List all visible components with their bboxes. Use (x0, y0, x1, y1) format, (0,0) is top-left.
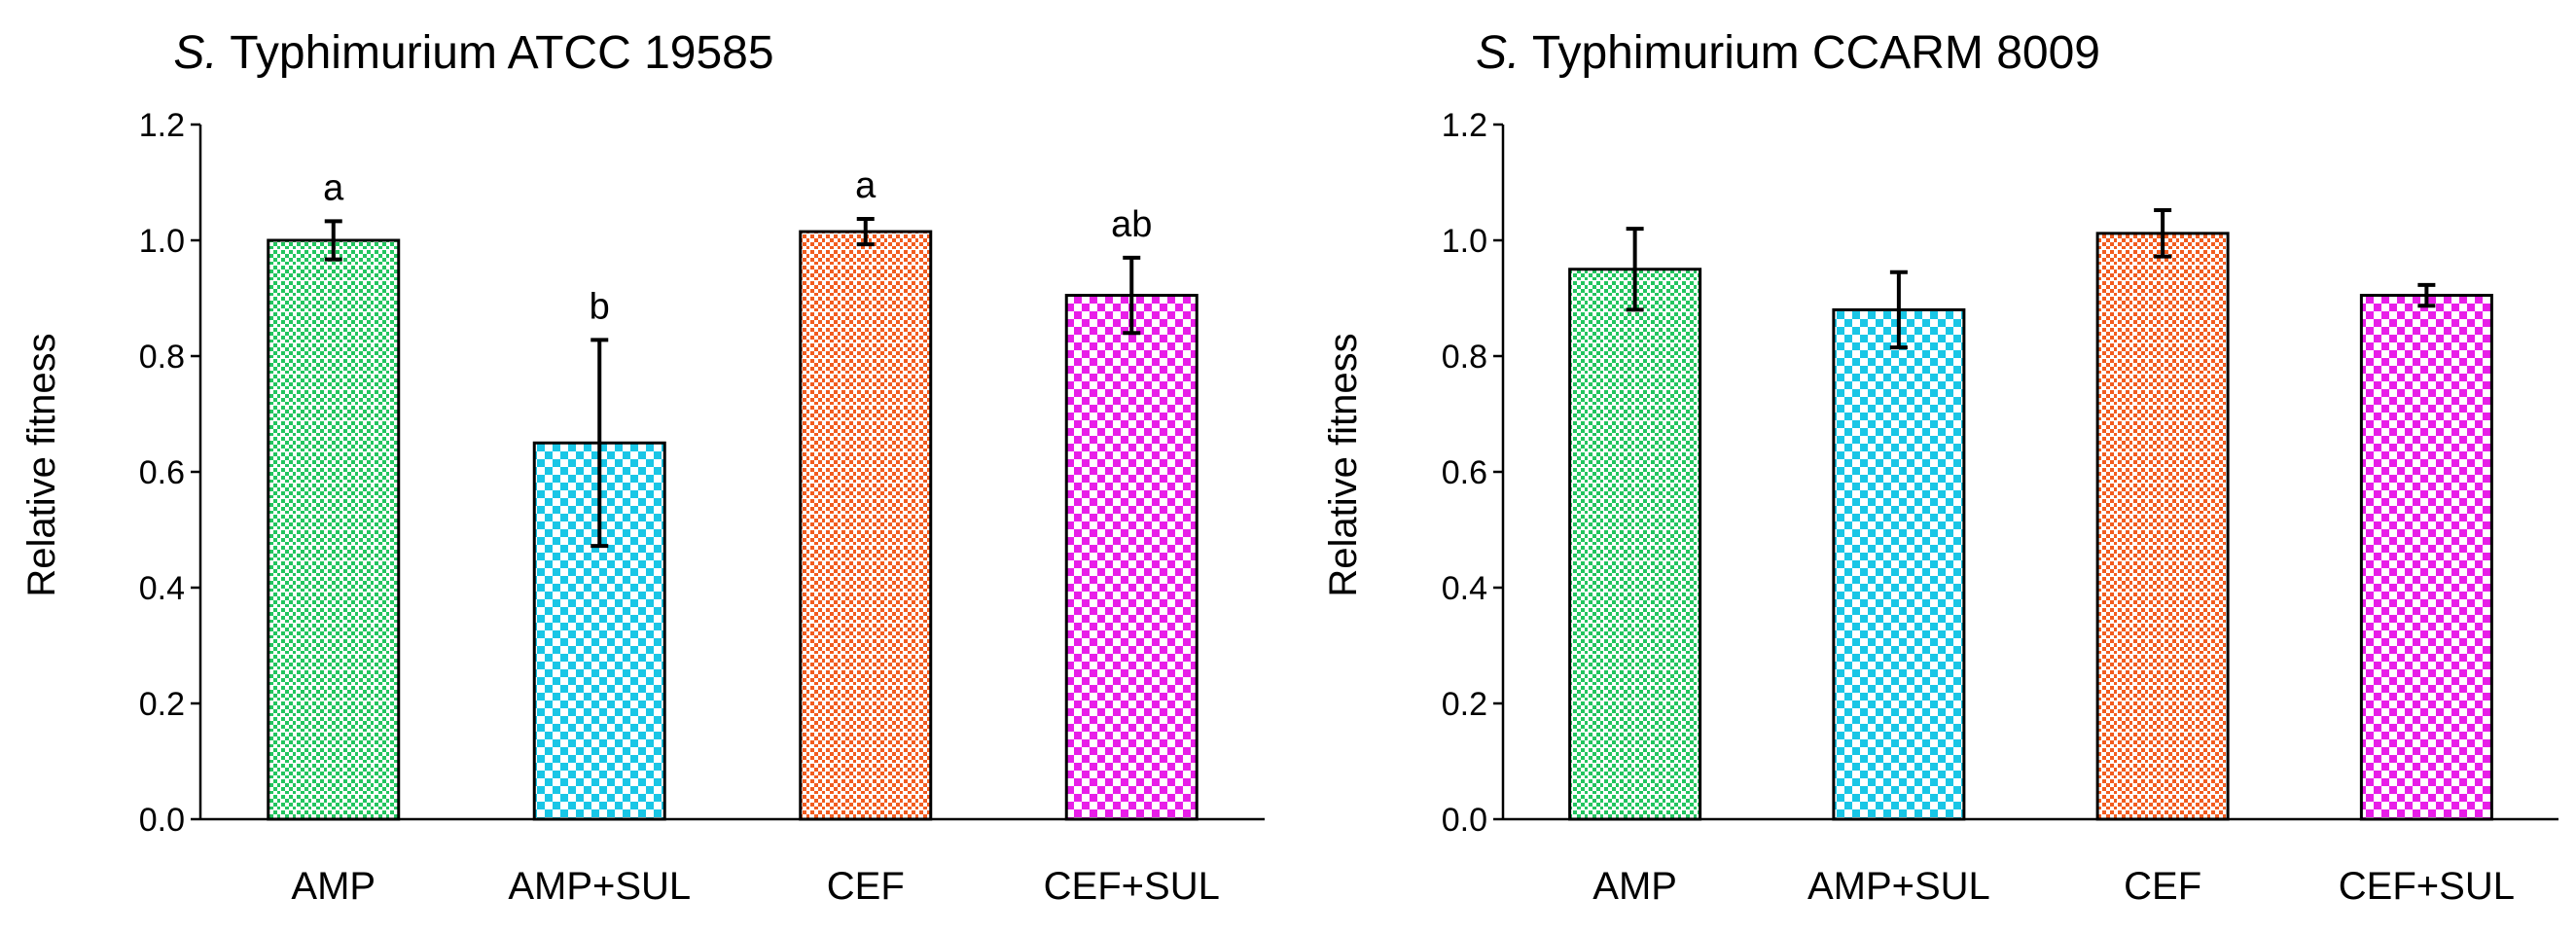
x-tick-label: CEF (827, 865, 905, 908)
bar-amp (1568, 268, 1702, 821)
error-bar (324, 219, 342, 262)
bar-cef-plus-sul (2359, 294, 2493, 821)
significance-label: ab (1111, 204, 1152, 245)
error-bar (590, 338, 609, 549)
bar-amp-plus-sul (1832, 307, 1966, 821)
x-tick-label: AMP (1592, 865, 1677, 908)
x-tick-label: CEF+SUL (2339, 865, 2515, 908)
chart-title-rest: Typhimurium CCARM 8009 (1520, 27, 2100, 79)
y-tick-label: 0.8 (1442, 339, 1487, 376)
chart-panel-atcc-19585: S. Typhimurium ATCC 19585 Relative fitne… (20, 27, 1265, 908)
y-axis-label: Relative fitness (20, 333, 63, 596)
error-bar (2417, 282, 2436, 308)
chart-title: S. Typhimurium ATCC 19585 (173, 27, 773, 79)
significance-label: b (590, 286, 610, 327)
error-bar (1123, 255, 1141, 336)
chart-panel-ccarm-8009: S. Typhimurium CCARM 8009 Relative fitne… (1322, 27, 2558, 908)
x-tick-label: AMP (291, 865, 376, 908)
y-tick-label: 0.2 (139, 686, 185, 723)
bar-cef (799, 230, 933, 821)
error-bar (856, 216, 875, 247)
chart-title: S. Typhimurium CCARM 8009 (1476, 27, 2100, 79)
y-tick-label: 1.0 (1442, 223, 1487, 260)
y-tick-label: 0.4 (1442, 570, 1487, 607)
y-tick-label: 1.0 (139, 223, 185, 260)
y-tick-label: 0.2 (1442, 686, 1487, 723)
x-tick-label: CEF (2124, 865, 2201, 908)
y-tick-label: 1.2 (139, 107, 185, 144)
bar-cef (2095, 232, 2230, 821)
y-axis-label: Relative fitness (1322, 333, 1365, 596)
significance-label: a (855, 165, 877, 206)
y-tick-label: 0.4 (139, 570, 185, 607)
bar-cef-plus-sul (1064, 294, 1199, 821)
plot-area: 0.0 0.2 0.4 0.6 0.8 1.0 1.2 AMP AMP+SUL CEF CEF+SU… (1442, 107, 2558, 908)
y-tick-label: 0.6 (1442, 454, 1487, 491)
y-tick-label: 0.6 (139, 454, 185, 491)
y-tick-label: 0.8 (139, 339, 185, 376)
error-bar (2154, 208, 2172, 259)
chart-title-italic: S. (173, 27, 217, 79)
plot-area: 0.0 0.2 0.4 0.6 0.8 1.0 1.2 a AMP b AMP+SUL a CEF ab C… (139, 107, 1265, 908)
y-tick-label: 0.0 (139, 802, 185, 839)
x-tick-label: CEF+SUL (1044, 865, 1220, 908)
error-bar (1626, 227, 1644, 312)
bar-amp (267, 238, 401, 821)
error-bar (1889, 269, 1908, 350)
y-tick-label: 0.0 (1442, 802, 1487, 839)
significance-label: a (323, 167, 344, 208)
chart-title-italic: S. (1476, 27, 1520, 79)
y-tick-label: 1.2 (1442, 107, 1487, 144)
x-tick-label: AMP+SUL (1807, 865, 1990, 908)
chart-title-rest: Typhimurium ATCC 19585 (218, 27, 774, 79)
x-tick-label: AMP+SUL (508, 865, 691, 908)
